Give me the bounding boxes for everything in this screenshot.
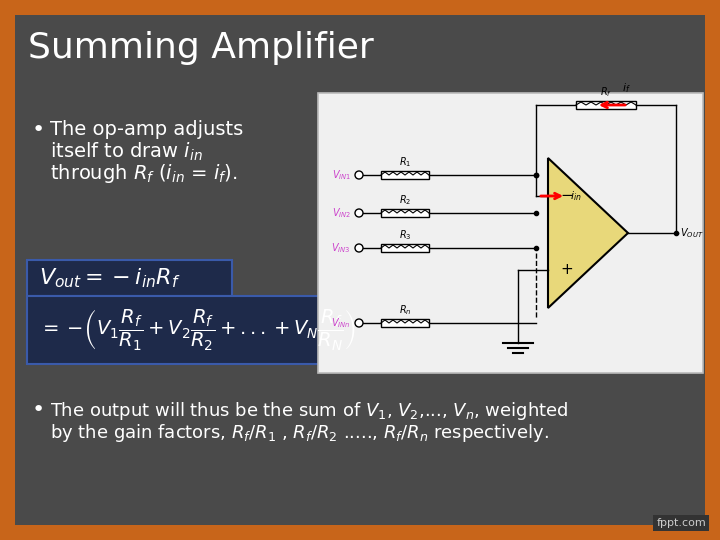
Text: fppt.com: fppt.com (656, 518, 706, 528)
Bar (27, 260, 232, 296)
Text: The output will thus be the sum of $V_{1}$, $V_{2}$,..., $V_{n}$, weighted: The output will thus be the sum of $V_{1… (50, 400, 569, 422)
Text: $R_3$: $R_3$ (399, 228, 411, 242)
Circle shape (355, 209, 363, 217)
Bar (705, 0, 720, 540)
Bar (576, 101, 636, 109)
Text: $V_{INn}$: $V_{INn}$ (331, 316, 351, 330)
Bar (381, 171, 429, 179)
Text: −: − (560, 188, 572, 204)
Text: $i_f$: $i_f$ (621, 81, 631, 95)
Bar (27, 296, 372, 364)
Text: by the gain factors, $R_f$/$R_1$ , $R_f$/$R_2$ ....., $R_f$/$R_n$ respectively.: by the gain factors, $R_f$/$R_1$ , $R_f$… (50, 422, 549, 444)
Text: $R_n$: $R_n$ (399, 303, 411, 317)
Circle shape (355, 319, 363, 327)
Text: $V_{out} = -i_{in}R_f$: $V_{out} = -i_{in}R_f$ (39, 266, 181, 290)
Text: $R_f$: $R_f$ (600, 85, 612, 99)
Text: itself to draw $i_{in}$: itself to draw $i_{in}$ (50, 141, 203, 163)
Bar (381, 319, 429, 327)
Bar (381, 209, 429, 217)
Polygon shape (548, 158, 628, 308)
Bar (0, 0, 720, 15)
Text: Summing Amplifier: Summing Amplifier (28, 31, 374, 65)
Text: $R_2$: $R_2$ (399, 193, 411, 207)
Text: $V_{IN2}$: $V_{IN2}$ (332, 206, 351, 220)
Text: through $R_f$ ($i_{in}$ = $i_f$).: through $R_f$ ($i_{in}$ = $i_f$). (50, 162, 238, 185)
Text: $R_1$: $R_1$ (399, 155, 411, 169)
Text: $V_{IN1}$: $V_{IN1}$ (332, 168, 351, 182)
Bar (318, 93, 703, 373)
Text: •: • (32, 120, 45, 140)
Bar (0, 0, 15, 540)
Text: +: + (560, 262, 572, 278)
Text: $i_{in}$: $i_{in}$ (570, 189, 582, 203)
Text: $V_{OUT}$: $V_{OUT}$ (680, 226, 703, 240)
Text: The op-amp adjusts: The op-amp adjusts (50, 120, 243, 139)
Text: $= -\!\left( V_1\dfrac{R_f}{R_1} + V_2\dfrac{R_f}{R_2} + ... + V_N\dfrac{R_f}{R_: $= -\!\left( V_1\dfrac{R_f}{R_1} + V_2\d… (39, 307, 356, 353)
Text: $V_{IN3}$: $V_{IN3}$ (331, 241, 351, 255)
Text: •: • (32, 400, 45, 420)
Bar (381, 244, 429, 252)
Circle shape (355, 171, 363, 179)
Circle shape (355, 244, 363, 252)
Bar (0, 525, 720, 540)
